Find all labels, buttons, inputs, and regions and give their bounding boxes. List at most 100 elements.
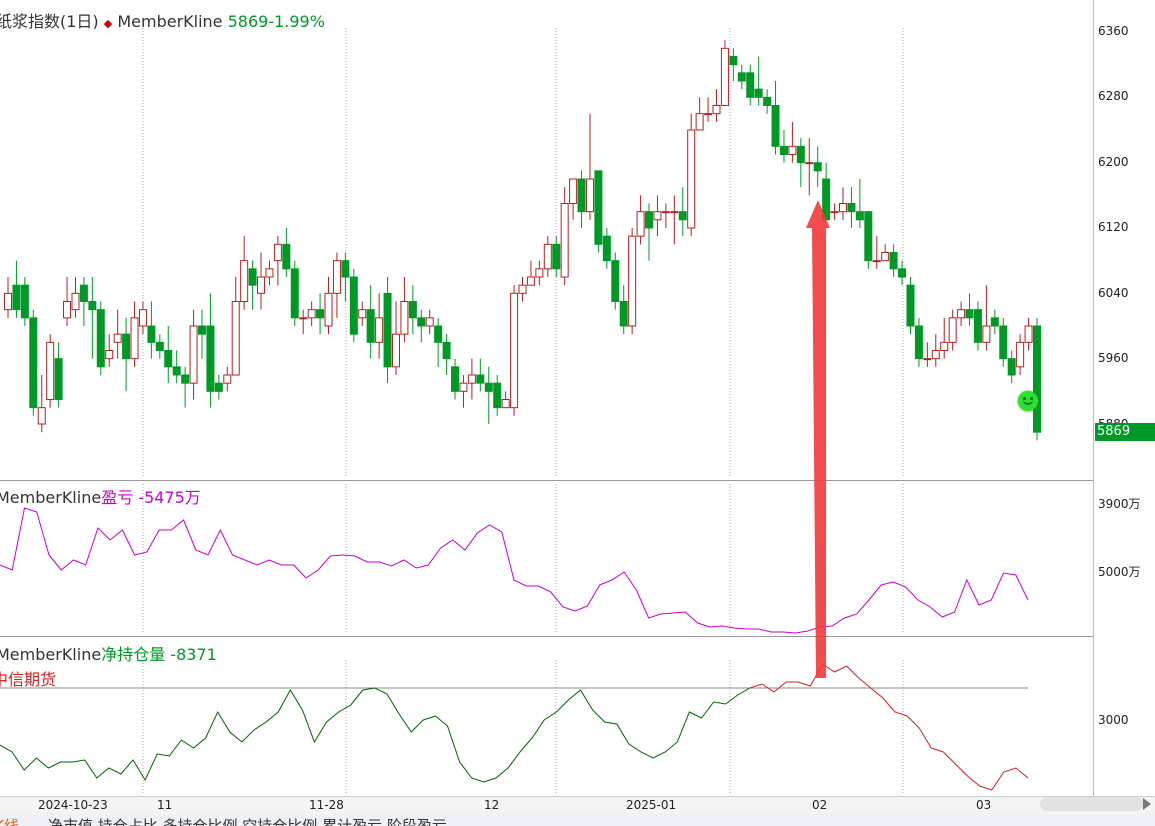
candle-body: [282, 243, 291, 270]
date-tick: 02: [812, 798, 828, 812]
candle-body: [71, 292, 80, 311]
position-line: [0, 687, 751, 783]
instrument-title: 纸浆指数(1日): [0, 12, 99, 31]
candle-body: [695, 113, 704, 131]
candle-body: [645, 211, 654, 229]
candle-body: [425, 317, 434, 327]
candle-body: [687, 129, 696, 229]
candle-body: [442, 341, 451, 360]
candle-body: [898, 268, 907, 278]
candle-body: [265, 268, 274, 278]
horizontal-scrollbar[interactable]: [1040, 797, 1144, 811]
candle-body: [332, 260, 341, 294]
candle-body: [611, 260, 620, 302]
candle-body: [349, 276, 358, 335]
scroll-right-icon[interactable]: [1143, 798, 1151, 810]
candle-body: [602, 235, 611, 262]
candle-body: [214, 382, 223, 392]
candle-body: [138, 309, 147, 327]
tab-kline[interactable]: K线: [0, 817, 19, 826]
last-quote: 5869-1.99%: [227, 12, 325, 31]
member-name: 中信期货: [0, 670, 57, 689]
candle-body: [155, 341, 164, 352]
candle-body: [391, 333, 400, 368]
candle-body: [729, 56, 738, 66]
candle-body: [493, 382, 502, 409]
candle-body: [872, 260, 881, 263]
candle-body: [881, 252, 890, 262]
candle-body: [636, 211, 645, 237]
candle-body: [653, 211, 662, 221]
candle-body: [223, 374, 232, 384]
candle-body: [341, 260, 350, 278]
price-tick: 6040: [1098, 286, 1129, 300]
candle-body: [948, 317, 957, 343]
candle-body: [1016, 341, 1025, 368]
chart-header: 纸浆指数(1日) ◆ MemberKline 5869-1.99%: [0, 8, 325, 32]
position-value: -8371: [170, 645, 217, 664]
candle-body: [1024, 325, 1033, 343]
candle-body: [560, 203, 569, 278]
candle-body: [771, 105, 780, 147]
candle-body: [779, 145, 788, 155]
candle-body: [324, 292, 333, 327]
candle-body: [358, 309, 367, 319]
profit-label: 盈亏: [101, 488, 134, 507]
candle-body: [518, 284, 527, 294]
candle-body: [704, 113, 713, 116]
candle-body: [248, 268, 257, 286]
candle-body: [931, 350, 940, 360]
candle-body: [788, 145, 797, 155]
price-tick: 5960: [1098, 351, 1129, 365]
candle-body: [628, 235, 637, 327]
candle-body: [181, 374, 190, 384]
last-price-tag: 5869: [1095, 423, 1155, 441]
candle-body: [543, 243, 552, 270]
annotation-arrow: [806, 200, 830, 678]
candle-body: [906, 284, 915, 327]
candle-body: [990, 317, 999, 327]
candle-body: [923, 358, 932, 361]
price-tick: 6120: [1098, 220, 1129, 234]
candle-body: [1007, 358, 1016, 376]
kline-chart[interactable]: [0, 0, 1094, 796]
candle-body: [316, 309, 325, 319]
candle-body: [965, 309, 974, 319]
smiley-icon[interactable]: [1018, 391, 1038, 411]
candle-body: [982, 325, 991, 343]
candle-body: [88, 301, 97, 311]
candle-body: [37, 407, 46, 425]
date-tick: 2024-10-23: [38, 798, 108, 812]
profit-panel-divider: [0, 636, 1094, 637]
candle-body: [408, 301, 417, 319]
candle-body: [746, 72, 755, 98]
candle-body: [813, 162, 822, 172]
candle-body: [46, 341, 55, 401]
candle-body: [299, 317, 308, 320]
date-tick: 03: [976, 798, 992, 812]
position-tick: 3000: [1098, 713, 1129, 727]
profit-value: -5475万: [138, 488, 201, 507]
candle-body: [122, 333, 131, 360]
candle-body: [796, 145, 805, 164]
candle-body: [197, 325, 206, 335]
candle-body: [569, 178, 578, 204]
candle-body: [830, 211, 839, 214]
candle-body: [130, 317, 139, 360]
candle-body: [577, 178, 586, 213]
price-tick: 6360: [1098, 24, 1129, 38]
candle-body: [172, 366, 181, 376]
candle-body: [737, 72, 746, 82]
profit-series-name: MemberKline: [0, 488, 102, 507]
candle-body: [231, 301, 240, 376]
candle-body: [257, 276, 266, 294]
candle-body: [147, 325, 156, 343]
series-name: MemberKline: [117, 12, 223, 31]
candle-body: [96, 309, 105, 368]
candle-body: [526, 276, 535, 286]
candle-body: [307, 309, 316, 319]
indicator-tabs[interactable]: 净市值 持仓占比 多持仓比例 空持仓比例 累计盈亏 阶段盈亏: [48, 817, 447, 826]
candle-body: [754, 88, 763, 98]
candle-body: [467, 374, 476, 384]
candle-body: [459, 382, 468, 392]
